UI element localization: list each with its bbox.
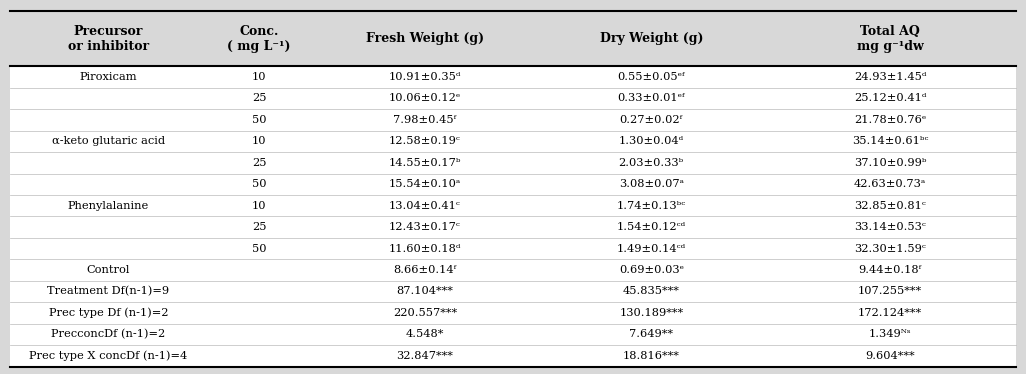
Text: 25.12±0.41ᵈ: 25.12±0.41ᵈ [854, 94, 926, 104]
Text: Dry Weight (g): Dry Weight (g) [599, 32, 703, 45]
Text: 50: 50 [251, 243, 267, 254]
Text: 25: 25 [251, 158, 267, 168]
Text: 14.55±0.17ᵇ: 14.55±0.17ᵇ [389, 158, 462, 168]
Text: 10.06±0.12ᵉ: 10.06±0.12ᵉ [389, 94, 461, 104]
Text: 0.69±0.03ᵉ: 0.69±0.03ᵉ [619, 265, 683, 275]
Text: 15.54±0.10ᵃ: 15.54±0.10ᵃ [389, 179, 461, 189]
Text: 32.85±0.81ᶜ: 32.85±0.81ᶜ [854, 201, 926, 211]
Text: Prec type Df (n-1)=2: Prec type Df (n-1)=2 [48, 308, 168, 318]
Text: 172.124***: 172.124*** [858, 308, 922, 318]
Text: 1.74±0.13ᵇᶜ: 1.74±0.13ᵇᶜ [617, 201, 685, 211]
Text: 8.66±0.14ᶠ: 8.66±0.14ᶠ [393, 265, 457, 275]
Text: Control: Control [86, 265, 130, 275]
Text: 107.255***: 107.255*** [858, 286, 922, 297]
Bar [10, 88, 1016, 109]
Text: Fresh Weight (g): Fresh Weight (g) [366, 32, 484, 45]
Text: 9.604***: 9.604*** [865, 351, 915, 361]
Text: Piroxicam: Piroxicam [79, 72, 137, 82]
Text: 0.33±0.01ᵉᶠ: 0.33±0.01ᵉᶠ [618, 94, 685, 104]
Bar [10, 281, 1016, 302]
Bar [10, 66, 1016, 88]
Text: Precursor
or inhibitor: Precursor or inhibitor [68, 25, 149, 53]
Text: 32.30±1.59ᶜ: 32.30±1.59ᶜ [854, 243, 926, 254]
Text: 130.189***: 130.189*** [619, 308, 683, 318]
Text: 1.349ᴺˢ: 1.349ᴺˢ [869, 329, 911, 339]
Text: 32.847***: 32.847*** [397, 351, 453, 361]
Text: 9.44±0.18ᶠ: 9.44±0.18ᶠ [859, 265, 921, 275]
Text: 25: 25 [251, 222, 267, 232]
Text: 1.54±0.12ᶜᵈ: 1.54±0.12ᶜᵈ [617, 222, 685, 232]
Text: Total AQ
mg g⁻¹dw: Total AQ mg g⁻¹dw [857, 25, 923, 53]
Text: 0.55±0.05ᵉᶠ: 0.55±0.05ᵉᶠ [618, 72, 685, 82]
Text: Treatment Df(n-1)=9: Treatment Df(n-1)=9 [47, 286, 169, 297]
Text: 50: 50 [251, 179, 267, 189]
Text: α-keto glutaric acid: α-keto glutaric acid [51, 137, 165, 146]
Bar [10, 324, 1016, 345]
Bar [10, 259, 1016, 281]
Text: 18.816***: 18.816*** [623, 351, 679, 361]
Text: 12.43±0.17ᶜ: 12.43±0.17ᶜ [389, 222, 461, 232]
Bar [10, 345, 1016, 367]
Text: 220.557***: 220.557*** [393, 308, 458, 318]
Text: 0.27±0.02ᶠ: 0.27±0.02ᶠ [620, 115, 683, 125]
Bar [10, 109, 1016, 131]
Text: 1.30±0.04ᵈ: 1.30±0.04ᵈ [619, 137, 683, 146]
Bar [10, 217, 1016, 238]
Text: 10: 10 [251, 72, 267, 82]
Text: 13.04±0.41ᶜ: 13.04±0.41ᶜ [389, 201, 461, 211]
Text: 3.08±0.07ᵃ: 3.08±0.07ᵃ [619, 179, 683, 189]
Text: 37.10±0.99ᵇ: 37.10±0.99ᵇ [854, 158, 926, 168]
Text: 50: 50 [251, 115, 267, 125]
Text: 7.649**: 7.649** [629, 329, 673, 339]
Text: 24.93±1.45ᵈ: 24.93±1.45ᵈ [854, 72, 926, 82]
Text: Phenylalanine: Phenylalanine [68, 201, 149, 211]
Text: PrecconcDf (n-1)=2: PrecconcDf (n-1)=2 [51, 329, 165, 340]
Bar [10, 238, 1016, 259]
Text: 4.548*: 4.548* [406, 329, 444, 339]
Bar [10, 174, 1016, 195]
Text: 7.98±0.45ᶠ: 7.98±0.45ᶠ [393, 115, 457, 125]
Text: 12.58±0.19ᶜ: 12.58±0.19ᶜ [389, 137, 461, 146]
Text: 35.14±0.61ᵇᶜ: 35.14±0.61ᵇᶜ [852, 137, 929, 146]
Bar [10, 131, 1016, 152]
Text: 87.104***: 87.104*** [397, 286, 453, 297]
Text: 10: 10 [251, 201, 267, 211]
Text: 11.60±0.18ᵈ: 11.60±0.18ᵈ [389, 243, 462, 254]
Text: 21.78±0.76ᵉ: 21.78±0.76ᵉ [854, 115, 926, 125]
Text: 25: 25 [251, 94, 267, 104]
Bar [10, 195, 1016, 217]
Text: Conc.
( mg L⁻¹): Conc. ( mg L⁻¹) [228, 25, 290, 53]
Text: Prec type X concDf (n-1)=4: Prec type X concDf (n-1)=4 [29, 350, 188, 361]
Text: 33.14±0.53ᶜ: 33.14±0.53ᶜ [854, 222, 926, 232]
Text: 2.03±0.33ᵇ: 2.03±0.33ᵇ [619, 158, 684, 168]
Text: 1.49±0.14ᶜᵈ: 1.49±0.14ᶜᵈ [617, 243, 685, 254]
Text: 42.63±0.73ᵃ: 42.63±0.73ᵃ [854, 179, 926, 189]
Bar [10, 152, 1016, 174]
Text: 10: 10 [251, 137, 267, 146]
Text: 10.91±0.35ᵈ: 10.91±0.35ᵈ [389, 72, 462, 82]
Bar [10, 302, 1016, 324]
Text: 45.835***: 45.835*** [623, 286, 679, 297]
